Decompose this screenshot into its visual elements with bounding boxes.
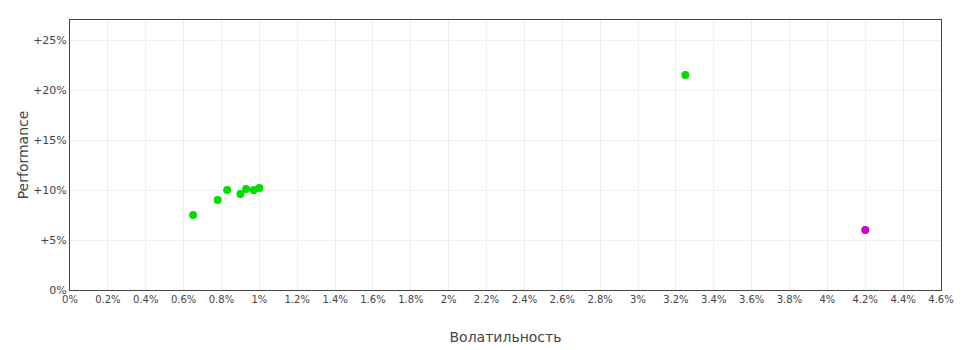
svg-text:2.4%: 2.4% xyxy=(512,294,537,305)
svg-text:3.2%: 3.2% xyxy=(663,294,688,305)
svg-text:+25%: +25% xyxy=(33,34,67,47)
svg-text:+15%: +15% xyxy=(33,134,67,147)
svg-text:0%: 0% xyxy=(62,294,78,305)
svg-text:1.6%: 1.6% xyxy=(360,294,385,305)
svg-text:3.4%: 3.4% xyxy=(701,294,726,305)
svg-text:2.8%: 2.8% xyxy=(587,294,612,305)
svg-text:2.2%: 2.2% xyxy=(474,294,499,305)
svg-text:0.6%: 0.6% xyxy=(171,294,196,305)
svg-text:+5%: +5% xyxy=(40,234,67,247)
svg-text:4%: 4% xyxy=(819,294,835,305)
svg-text:3.6%: 3.6% xyxy=(739,294,764,305)
svg-text:4.2%: 4.2% xyxy=(853,294,878,305)
svg-text:1.8%: 1.8% xyxy=(398,294,423,305)
svg-text:1.2%: 1.2% xyxy=(285,294,310,305)
svg-text:4.6%: 4.6% xyxy=(928,294,953,305)
svg-text:Performance: Performance xyxy=(15,111,31,200)
svg-text:0.2%: 0.2% xyxy=(95,294,120,305)
svg-text:3%: 3% xyxy=(630,294,646,305)
svg-text:+20%: +20% xyxy=(33,84,67,97)
svg-text:1.4%: 1.4% xyxy=(322,294,347,305)
svg-text:2%: 2% xyxy=(441,294,457,305)
svg-text:1%: 1% xyxy=(251,294,267,305)
svg-text:0.4%: 0.4% xyxy=(133,294,158,305)
svg-text:2.6%: 2.6% xyxy=(550,294,575,305)
svg-text:+10%: +10% xyxy=(33,184,67,197)
svg-text:0.8%: 0.8% xyxy=(209,294,234,305)
svg-text:4.4%: 4.4% xyxy=(890,294,915,305)
svg-text:0%: 0% xyxy=(49,284,66,297)
svg-text:Волатильность: Волатильность xyxy=(450,329,562,345)
svg-text:3.8%: 3.8% xyxy=(777,294,802,305)
